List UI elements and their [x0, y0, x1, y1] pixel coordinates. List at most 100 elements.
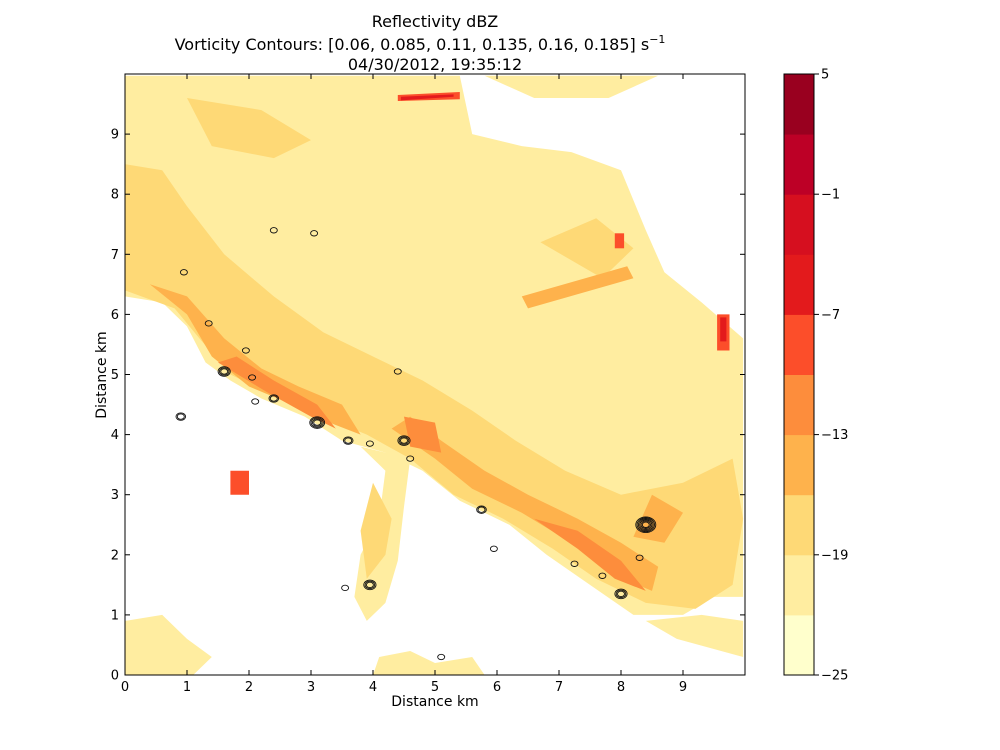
- colorbar-tick-label-3: −13: [821, 428, 848, 443]
- vorticity-center-6: [248, 374, 257, 381]
- vorticity-center-23: [341, 584, 350, 592]
- vorticity-center-12: [365, 440, 374, 447]
- vorticity-contour-0-0: [269, 227, 278, 234]
- y-tick-label-8: 8: [111, 188, 119, 203]
- echo-region-5: [645, 614, 744, 657]
- vorticity-contour-22-1: [364, 580, 376, 590]
- colorbar-segment-0: [784, 614, 814, 676]
- vorticity-contour-7-1: [269, 395, 278, 402]
- vorticity-contour-10-2: [311, 418, 323, 427]
- y-tick-label-1: 1: [111, 608, 119, 623]
- echo-region-1: [484, 75, 659, 98]
- vorticity-contour-2-0: [179, 269, 188, 276]
- vorticity-center-25: [393, 368, 402, 375]
- vorticity-contour-19-0: [635, 516, 657, 534]
- vorticity-center-3: [204, 320, 213, 327]
- title-line-2-superscript: −1: [649, 33, 665, 46]
- echo-region-22: [720, 317, 727, 342]
- x-axis: 0 1 2 3 4 5 6 7 8 9: [121, 74, 687, 695]
- vorticity-contour-19-1: [636, 517, 655, 533]
- colorbar-segment-5: [784, 314, 814, 375]
- echo-region-16: [404, 416, 442, 453]
- vorticity-contour-10-3: [313, 419, 322, 426]
- colorbar-segment-9: [784, 74, 814, 135]
- y-tick-label-2: 2: [111, 548, 119, 563]
- vorticity-contour-20-0: [635, 554, 644, 561]
- vorticity-contour-13-1: [398, 436, 410, 445]
- x-tick-label-9: 9: [679, 680, 687, 695]
- vorticity-center-18: [598, 572, 607, 579]
- colorbar-segment-8: [784, 134, 814, 195]
- vorticity-center-0: [269, 227, 278, 234]
- x-tick-label-2: 2: [245, 680, 253, 695]
- x-tick-label-7: 7: [555, 680, 563, 695]
- vorticity-center-22: [363, 579, 377, 591]
- y-axis: 0 1 2 3 4 5 6 7 8 9: [111, 128, 745, 684]
- vorticity-contour-6-0: [248, 374, 257, 381]
- echo-region-19: [230, 470, 249, 495]
- echo-region-15: [534, 518, 646, 591]
- y-tick-label-5: 5: [111, 368, 119, 383]
- vorticity-contour-19-3: [639, 519, 653, 531]
- y-tick-label-3: 3: [111, 488, 119, 503]
- vorticity-contour-13-2: [400, 437, 408, 444]
- x-tick-label-1: 1: [183, 680, 191, 695]
- y-tick-label-4: 4: [111, 428, 119, 443]
- echo-region-14: [218, 356, 336, 429]
- reflectivity-field: [125, 74, 744, 675]
- echo-region-4: [373, 651, 485, 675]
- vorticity-center-20: [635, 554, 644, 561]
- vorticity-contour-24-0: [437, 653, 446, 661]
- vorticity-contour-25-0: [393, 368, 402, 375]
- vorticity-contours: [175, 227, 657, 661]
- echo-region-20: [614, 233, 625, 249]
- x-tick-label-0: 0: [121, 680, 129, 695]
- echo-region-7: [187, 98, 311, 159]
- vorticity-contour-19-4: [640, 520, 652, 529]
- x-tick-label-4: 4: [369, 680, 377, 695]
- x-tick-label-6: 6: [493, 680, 501, 695]
- vorticity-center-8: [251, 398, 260, 405]
- vorticity-center-17: [570, 560, 579, 567]
- y-tick-label-9: 9: [111, 128, 119, 143]
- vorticity-contour-19-2: [637, 518, 654, 532]
- vorticity-center-13: [397, 435, 411, 446]
- title-line-1: Reflectivity dBZ: [372, 12, 499, 31]
- vorticity-contour-5-1: [218, 367, 230, 376]
- vorticity-center-4: [241, 347, 250, 354]
- vorticity-center-7: [268, 394, 280, 403]
- vorticity-contour-15-1: [477, 506, 486, 513]
- vorticity-contour-14-0: [406, 455, 415, 462]
- echo-region-9: [360, 482, 392, 579]
- vorticity-contour-22-2: [365, 581, 374, 589]
- vorticity-contour-10-0: [309, 416, 326, 429]
- vorticity-contour-17-0: [570, 560, 579, 567]
- vorticity-contour-18-0: [598, 572, 607, 579]
- vorticity-center-10: [309, 416, 326, 429]
- vorticity-contour-8-0: [251, 398, 260, 405]
- vorticity-contour-3-0: [204, 320, 213, 327]
- plot-area: 0 1 2 3 4 5 6 7 8 9 0 1 2 3 4 5 6 7 8 9 Distance km Distan…: [94, 73, 746, 710]
- colorbar: 5 −1 −7 −13 −19 −25: [783, 68, 848, 684]
- vorticity-contour-5-0: [217, 366, 231, 377]
- vorticity-center-15: [476, 505, 487, 514]
- vorticity-contour-21-2: [617, 590, 625, 598]
- colorbar-segment-3: [784, 434, 814, 496]
- x-tick-label-3: 3: [307, 680, 315, 695]
- vorticity-contour-23-0: [341, 584, 350, 592]
- colorbar-tick-label-4: −19: [821, 548, 848, 563]
- vorticity-contour-16-0: [489, 545, 498, 552]
- y-tick-label-7: 7: [111, 248, 119, 263]
- echo-region-6: [125, 164, 744, 609]
- echo-region-10: [149, 284, 361, 435]
- vorticity-contour-9-0: [175, 412, 187, 421]
- vorticity-center-24: [437, 653, 446, 661]
- vorticity-contour-15-0: [476, 505, 487, 514]
- vorticity-contour-11-1: [344, 437, 353, 444]
- colorbar-tick-label-2: −7: [821, 308, 840, 323]
- vorticity-center-19: [635, 516, 657, 534]
- vorticity-center-2: [179, 269, 188, 276]
- x-tick-label-5: 5: [431, 680, 439, 695]
- y-tick-label-0: 0: [111, 669, 119, 684]
- y-axis-label: Distance km: [94, 331, 110, 418]
